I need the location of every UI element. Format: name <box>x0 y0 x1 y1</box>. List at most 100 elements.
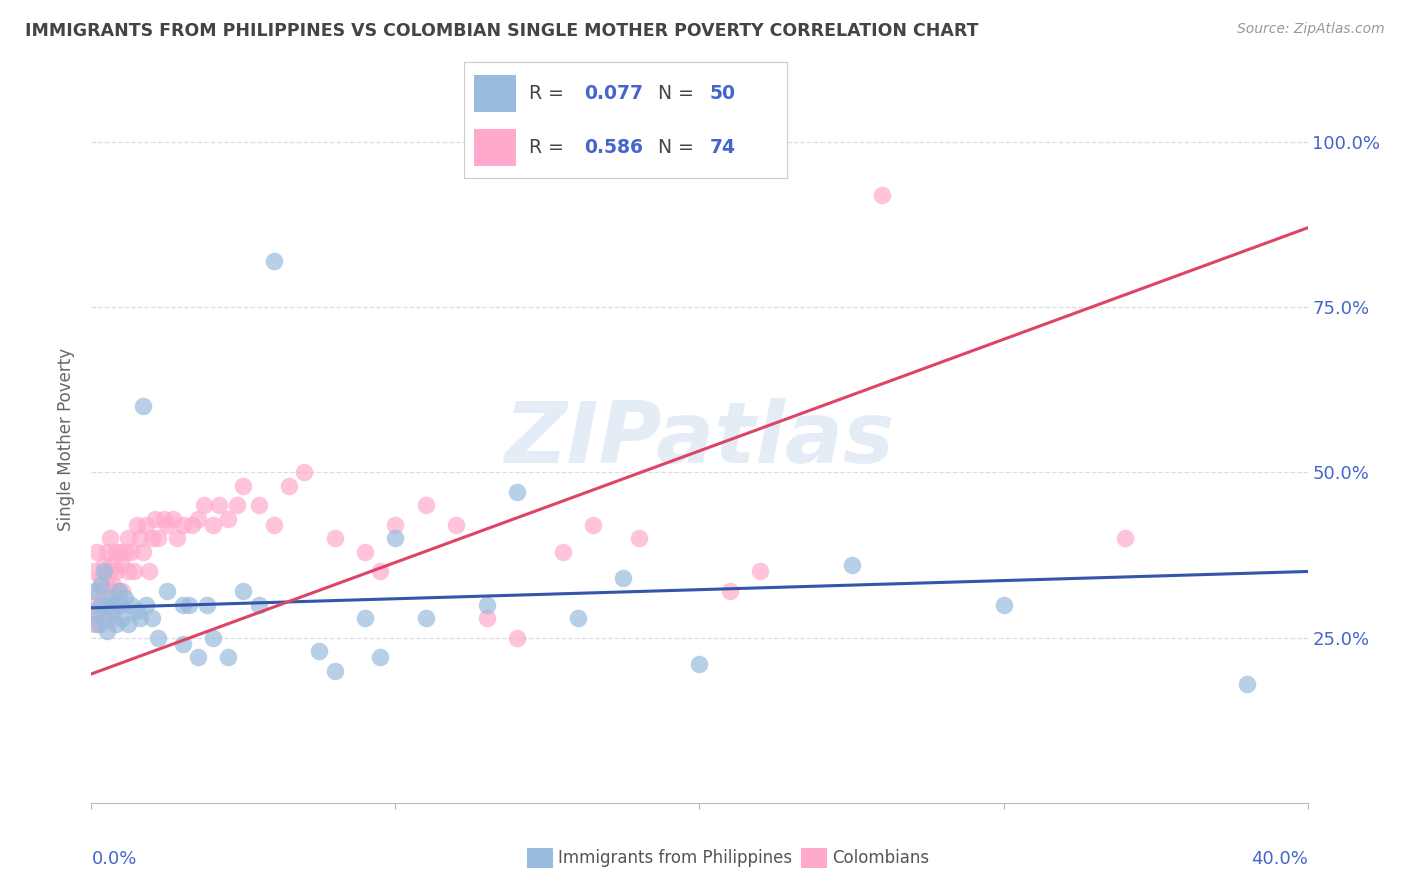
Point <box>384 532 406 546</box>
FancyBboxPatch shape <box>474 75 516 112</box>
Point <box>83 565 105 579</box>
Point <box>217 650 239 665</box>
Point <box>718 584 741 599</box>
Point <box>187 511 209 525</box>
Point <box>107 584 129 599</box>
Text: 0.077: 0.077 <box>583 84 643 103</box>
Point <box>129 611 152 625</box>
Point <box>166 532 188 546</box>
Point <box>193 499 215 513</box>
Point <box>688 657 710 671</box>
Point <box>83 617 105 632</box>
Point <box>135 598 157 612</box>
Point <box>292 466 315 480</box>
Point <box>101 558 124 572</box>
Point <box>749 565 772 579</box>
Y-axis label: Single Mother Poverty: Single Mother Poverty <box>58 348 76 531</box>
Point <box>506 485 529 500</box>
Text: IMMIGRANTS FROM PHILIPPINES VS COLOMBIAN SINGLE MOTHER POVERTY CORRELATION CHART: IMMIGRANTS FROM PHILIPPINES VS COLOMBIAN… <box>25 22 979 40</box>
Point <box>135 518 157 533</box>
Point <box>323 664 346 678</box>
Point <box>567 611 589 625</box>
Point <box>551 544 574 558</box>
Point <box>1236 677 1258 691</box>
Point <box>172 518 194 533</box>
Point <box>143 511 166 525</box>
Point <box>117 617 139 632</box>
Point <box>114 591 136 605</box>
Point <box>114 544 136 558</box>
Point <box>172 637 194 651</box>
Point <box>96 598 118 612</box>
Point <box>104 544 127 558</box>
Text: 0.586: 0.586 <box>583 137 643 157</box>
Point <box>89 578 111 592</box>
Text: 50: 50 <box>710 84 735 103</box>
Point <box>612 571 634 585</box>
Point <box>156 518 179 533</box>
Point <box>278 478 301 492</box>
Point <box>180 518 202 533</box>
Point <box>89 571 111 585</box>
Point <box>148 532 170 546</box>
Point <box>141 611 163 625</box>
Point <box>98 591 121 605</box>
Point <box>506 631 529 645</box>
Point <box>120 598 142 612</box>
Point <box>263 518 285 533</box>
Text: Colombians: Colombians <box>832 849 929 867</box>
Point <box>177 598 200 612</box>
Point <box>415 611 437 625</box>
Point <box>96 578 118 592</box>
Point <box>98 598 121 612</box>
Point <box>104 565 127 579</box>
Point <box>162 511 184 525</box>
Point <box>841 558 863 572</box>
Point <box>582 518 605 533</box>
Point <box>104 598 127 612</box>
Point <box>111 611 134 625</box>
Point <box>93 584 115 599</box>
Point <box>138 565 160 579</box>
Point <box>111 598 134 612</box>
Point <box>93 611 115 625</box>
Text: Source: ZipAtlas.com: Source: ZipAtlas.com <box>1237 22 1385 37</box>
Point <box>89 598 111 612</box>
Point <box>627 532 650 546</box>
Point <box>125 518 148 533</box>
Point <box>247 598 270 612</box>
Text: 74: 74 <box>710 137 735 157</box>
Point <box>96 611 118 625</box>
Point <box>104 617 127 632</box>
Text: 0.0%: 0.0% <box>91 850 136 868</box>
Point <box>83 598 105 612</box>
Point <box>202 631 225 645</box>
Point <box>111 584 134 599</box>
Point <box>89 598 111 612</box>
Point <box>247 499 270 513</box>
Point <box>101 578 124 592</box>
Point <box>202 518 225 533</box>
Point <box>1114 532 1136 546</box>
Point <box>107 544 129 558</box>
Point <box>86 611 108 625</box>
Point <box>475 611 498 625</box>
Point <box>122 565 145 579</box>
Point <box>444 518 467 533</box>
Point <box>323 532 346 546</box>
Point <box>93 565 115 579</box>
Point <box>104 584 127 599</box>
Point <box>83 584 105 599</box>
Point <box>111 558 134 572</box>
Point <box>86 584 108 599</box>
Point <box>993 598 1015 612</box>
Point <box>688 135 710 149</box>
Point <box>129 532 152 546</box>
Point <box>86 544 108 558</box>
Text: N =: N = <box>658 84 700 103</box>
Point <box>208 499 231 513</box>
Point <box>187 650 209 665</box>
Text: R =: R = <box>529 137 569 157</box>
Point <box>263 253 285 268</box>
Point <box>125 604 148 618</box>
